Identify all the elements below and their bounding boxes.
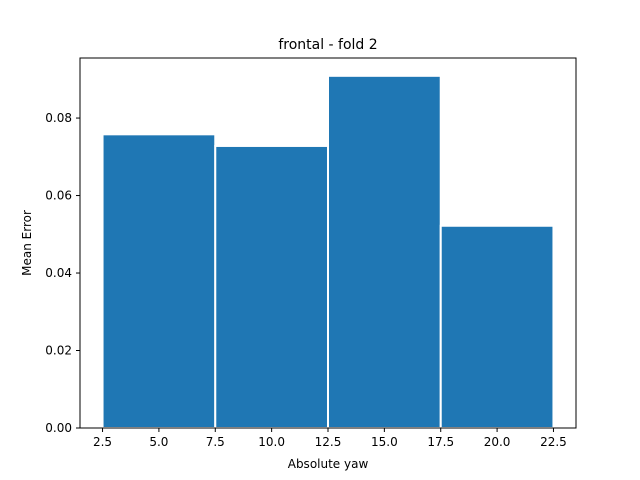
bar-2 xyxy=(214,144,329,430)
y-tick-label: 0.08 xyxy=(45,111,72,125)
x-tick-label: 7.5 xyxy=(206,435,225,449)
x-axis-label: Absolute yaw xyxy=(288,457,369,471)
y-tick-label: 0.00 xyxy=(45,421,72,435)
y-axis-label: Mean Error xyxy=(20,210,34,276)
x-tick-label: 10.0 xyxy=(258,435,285,449)
x-tick-label: 2.5 xyxy=(93,435,112,449)
x-tick-label: 5.0 xyxy=(149,435,168,449)
y-tick-label: 0.04 xyxy=(45,266,72,280)
bar-3 xyxy=(327,74,442,429)
x-tick-label: 20.0 xyxy=(484,435,511,449)
bars-group xyxy=(101,74,555,430)
bar-4 xyxy=(439,224,555,429)
y-tick-label: 0.06 xyxy=(45,189,72,203)
plot-frame xyxy=(79,57,577,429)
x-tick-label: 22.5 xyxy=(540,435,567,449)
x-tick-label: 17.5 xyxy=(427,435,454,449)
x-tick-label: 15.0 xyxy=(371,435,398,449)
y-axis-ticks: 0.00 0.02 0.04 0.06 0.08 xyxy=(45,111,80,435)
y-tick-label: 0.02 xyxy=(45,344,72,358)
x-axis-ticks: 2.5 5.0 7.5 10.0 12.5 15.0 17.5 20.0 22.5 xyxy=(93,428,567,449)
bar-1 xyxy=(101,133,217,429)
chart-title: frontal - fold 2 xyxy=(278,37,377,53)
x-tick-label: 12.5 xyxy=(315,435,342,449)
